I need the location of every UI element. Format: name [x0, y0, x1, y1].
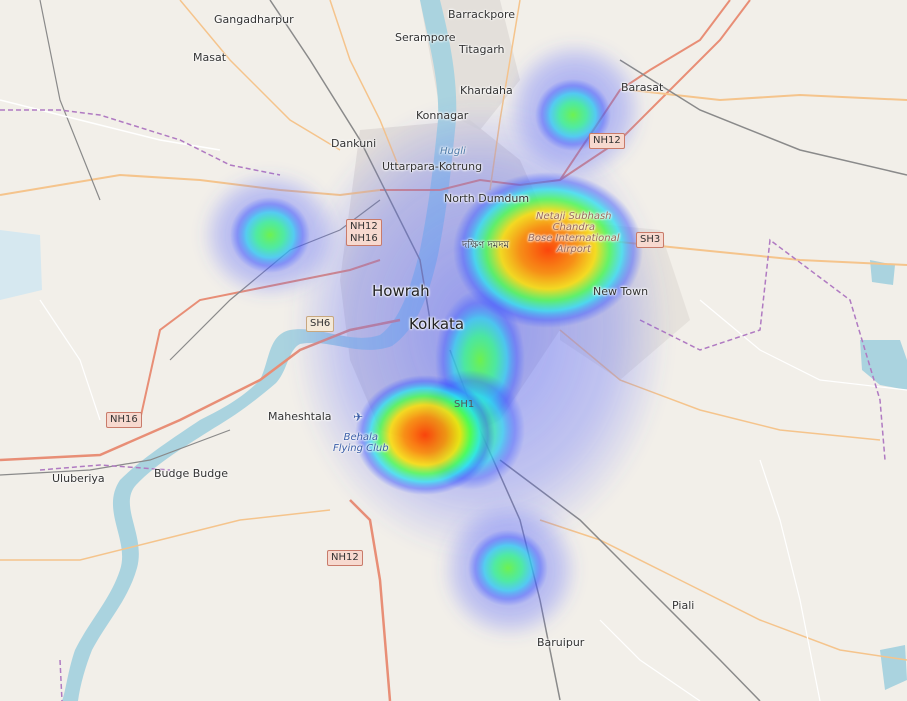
label-baruipur: Baruipur: [537, 636, 585, 649]
label-uluberiya: Uluberiya: [52, 472, 105, 485]
label-north-dumdum: North Dumdum: [444, 192, 530, 205]
label-new-town: New Town: [593, 285, 649, 298]
label-dankuni: Dankuni: [331, 137, 377, 150]
airport-icon: ✈: [353, 410, 364, 424]
label-maheshtala: Maheshtala: [268, 410, 332, 423]
label-masat: Masat: [193, 51, 227, 64]
shield-nh12-nh16: NH12 NH16: [346, 219, 382, 246]
label-piali: Piali: [672, 599, 695, 612]
label-airport: Netaji Subhash Chandra Bose Internationa…: [528, 211, 620, 255]
label-uttarpara: Uttarpara-Kotrung: [382, 160, 483, 173]
label-barasat: Barasat: [621, 81, 664, 94]
label-howrah: Howrah: [372, 282, 430, 300]
heatmap-layer: [200, 40, 670, 640]
label-kolkata: Kolkata: [409, 315, 465, 333]
label-khardaha: Khardaha: [460, 84, 513, 97]
label-barrackpore: Barrackpore: [448, 8, 516, 21]
label-gangadharpur: Gangadharpur: [214, 13, 294, 26]
label-dakshin-dumdum: দক্ষিণ দমদম: [462, 240, 510, 251]
shield-sh6: SH6: [306, 316, 335, 332]
shield-nh16: NH16: [106, 412, 142, 428]
label-serampore: Serampore: [395, 31, 456, 44]
label-behala-flying-club: Behala Flying Club: [333, 432, 389, 454]
label-konnagar: Konnagar: [416, 109, 469, 122]
shield-nh12-top: NH12: [589, 133, 625, 149]
label-budge-budge: Budge Budge: [154, 467, 228, 480]
shield-nh12-bottom: NH12: [327, 550, 363, 566]
label-hugli-river: Hugli: [440, 146, 466, 157]
label-titagarh: Titagarh: [459, 43, 505, 56]
shield-sh1: SH1: [454, 399, 475, 410]
shield-sh3: SH3: [636, 232, 665, 248]
